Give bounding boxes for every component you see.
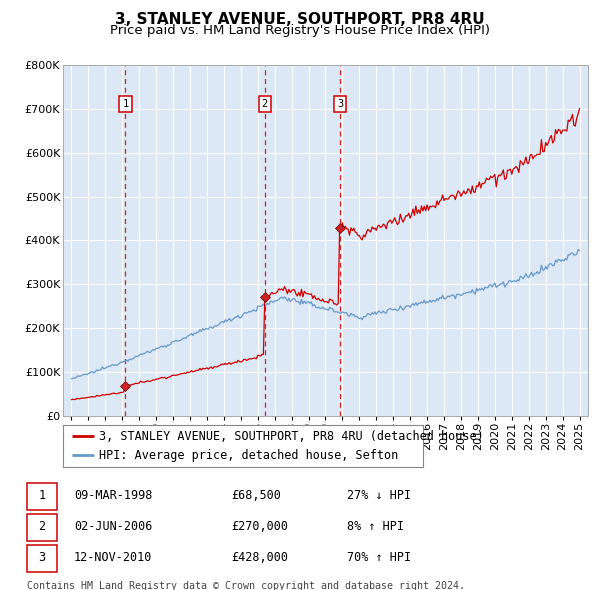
Text: 27% ↓ HPI: 27% ↓ HPI xyxy=(347,489,411,502)
Text: 09-MAR-1998: 09-MAR-1998 xyxy=(74,489,152,502)
Text: 2: 2 xyxy=(262,99,268,109)
FancyBboxPatch shape xyxy=(27,545,58,572)
Text: 1: 1 xyxy=(38,489,46,502)
Text: 3: 3 xyxy=(38,551,46,564)
Text: Contains HM Land Registry data © Crown copyright and database right 2024.
This d: Contains HM Land Registry data © Crown c… xyxy=(27,581,465,590)
Text: 12-NOV-2010: 12-NOV-2010 xyxy=(74,551,152,564)
Text: HPI: Average price, detached house, Sefton: HPI: Average price, detached house, Seft… xyxy=(99,449,398,462)
Text: £428,000: £428,000 xyxy=(231,551,288,564)
Text: 1: 1 xyxy=(122,99,128,109)
Text: 3, STANLEY AVENUE, SOUTHPORT, PR8 4RU (detached house): 3, STANLEY AVENUE, SOUTHPORT, PR8 4RU (d… xyxy=(99,430,484,442)
Text: 8% ↑ HPI: 8% ↑ HPI xyxy=(347,520,404,533)
FancyBboxPatch shape xyxy=(27,483,58,510)
Text: Price paid vs. HM Land Registry's House Price Index (HPI): Price paid vs. HM Land Registry's House … xyxy=(110,24,490,37)
Text: £270,000: £270,000 xyxy=(231,520,288,533)
Text: 02-JUN-2006: 02-JUN-2006 xyxy=(74,520,152,533)
Text: £68,500: £68,500 xyxy=(231,489,281,502)
Text: 70% ↑ HPI: 70% ↑ HPI xyxy=(347,551,411,564)
Text: 3: 3 xyxy=(337,99,343,109)
Text: 2: 2 xyxy=(38,520,46,533)
Text: 3, STANLEY AVENUE, SOUTHPORT, PR8 4RU: 3, STANLEY AVENUE, SOUTHPORT, PR8 4RU xyxy=(115,12,485,27)
FancyBboxPatch shape xyxy=(27,514,58,541)
